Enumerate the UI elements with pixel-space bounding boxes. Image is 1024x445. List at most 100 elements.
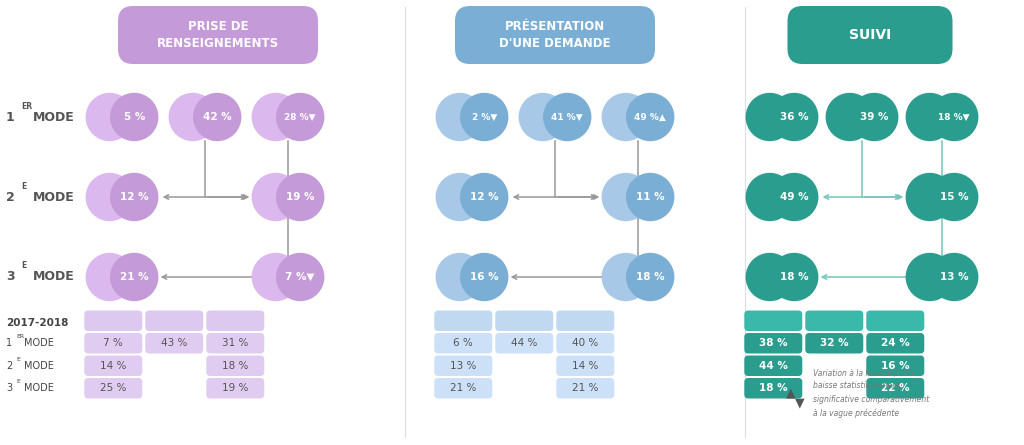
Circle shape [111, 174, 158, 221]
Text: 13 %: 13 % [940, 272, 969, 282]
FancyBboxPatch shape [866, 311, 925, 331]
Circle shape [436, 174, 483, 221]
FancyBboxPatch shape [434, 356, 493, 376]
FancyBboxPatch shape [496, 333, 553, 353]
Text: 1: 1 [6, 110, 14, 124]
Circle shape [461, 254, 508, 300]
Text: 16 %: 16 % [470, 272, 499, 282]
FancyBboxPatch shape [866, 378, 925, 399]
Circle shape [252, 174, 299, 221]
Text: 18 %: 18 % [759, 383, 787, 393]
Text: 39 %: 39 % [860, 112, 889, 122]
Text: 21 %: 21 % [572, 383, 598, 393]
Circle shape [544, 93, 591, 141]
FancyBboxPatch shape [84, 378, 142, 399]
FancyBboxPatch shape [556, 333, 614, 353]
Circle shape [906, 93, 953, 141]
FancyBboxPatch shape [84, 333, 142, 353]
Circle shape [252, 254, 299, 300]
FancyBboxPatch shape [206, 356, 264, 376]
Text: 2 %▼: 2 %▼ [472, 113, 497, 121]
Circle shape [851, 93, 898, 141]
Text: MODE: MODE [24, 383, 54, 393]
Text: 18 %: 18 % [222, 361, 249, 371]
Text: 43 %: 43 % [161, 338, 187, 348]
Text: 12 %: 12 % [470, 192, 499, 202]
Text: 5 %: 5 % [124, 112, 145, 122]
Circle shape [252, 93, 299, 141]
Text: 36 %: 36 % [780, 112, 809, 122]
FancyBboxPatch shape [455, 6, 655, 64]
FancyBboxPatch shape [84, 311, 142, 331]
Circle shape [906, 174, 953, 221]
Text: 1: 1 [6, 338, 12, 348]
Text: 2017-2018: 2017-2018 [6, 318, 69, 328]
Circle shape [771, 174, 818, 221]
Text: 7 %▼: 7 %▼ [286, 272, 315, 282]
FancyBboxPatch shape [866, 356, 925, 376]
Circle shape [436, 254, 483, 300]
Text: 7 %: 7 % [103, 338, 123, 348]
Circle shape [602, 174, 649, 221]
Circle shape [627, 254, 674, 300]
Circle shape [771, 93, 818, 141]
FancyBboxPatch shape [206, 378, 264, 399]
FancyBboxPatch shape [744, 333, 802, 353]
Text: 15 %: 15 % [940, 192, 969, 202]
Circle shape [627, 93, 674, 141]
FancyBboxPatch shape [744, 378, 802, 399]
Circle shape [86, 174, 133, 221]
Text: E: E [16, 357, 20, 362]
Text: MODE: MODE [33, 190, 75, 203]
Text: E: E [16, 379, 20, 384]
Text: 28 %▼: 28 %▼ [285, 113, 316, 121]
FancyBboxPatch shape [556, 311, 614, 331]
Circle shape [276, 93, 324, 141]
Circle shape [746, 93, 794, 141]
Circle shape [461, 93, 508, 141]
Circle shape [906, 254, 953, 300]
FancyBboxPatch shape [805, 333, 863, 353]
Text: ▲: ▲ [786, 387, 796, 400]
Circle shape [194, 93, 241, 141]
Circle shape [86, 93, 133, 141]
Text: 21 %: 21 % [120, 272, 148, 282]
FancyBboxPatch shape [206, 311, 264, 331]
Text: E: E [22, 262, 27, 271]
Text: 3: 3 [6, 383, 12, 393]
Text: 13 %: 13 % [451, 361, 476, 371]
Circle shape [111, 93, 158, 141]
Text: 24 %: 24 % [881, 338, 909, 348]
Text: PRISE DE
RENSEIGNEMENTS: PRISE DE RENSEIGNEMENTS [157, 20, 280, 50]
Text: 2: 2 [6, 190, 14, 203]
FancyBboxPatch shape [744, 311, 802, 331]
Circle shape [746, 254, 794, 300]
Circle shape [86, 254, 133, 300]
Text: MODE: MODE [33, 110, 75, 124]
Text: ▼: ▼ [795, 396, 805, 409]
Text: 12 %: 12 % [120, 192, 148, 202]
FancyBboxPatch shape [556, 356, 614, 376]
Text: 18 %: 18 % [780, 272, 809, 282]
Text: 2: 2 [6, 361, 12, 371]
Circle shape [746, 174, 794, 221]
Circle shape [461, 174, 508, 221]
FancyBboxPatch shape [434, 311, 493, 331]
Circle shape [771, 254, 818, 300]
Text: 11 %: 11 % [636, 192, 665, 202]
FancyBboxPatch shape [206, 333, 264, 353]
FancyBboxPatch shape [434, 378, 493, 399]
Circle shape [169, 93, 216, 141]
Text: MODE: MODE [33, 271, 75, 283]
Text: 44 %: 44 % [511, 338, 538, 348]
Text: 25 %: 25 % [100, 383, 127, 393]
Circle shape [276, 254, 324, 300]
Text: 22 %: 22 % [881, 383, 909, 393]
FancyBboxPatch shape [145, 311, 204, 331]
Text: 18 %: 18 % [636, 272, 665, 282]
Circle shape [931, 174, 978, 221]
Text: 16 %: 16 % [881, 361, 909, 371]
Text: 18 %▼: 18 %▼ [938, 113, 970, 121]
FancyBboxPatch shape [434, 333, 493, 353]
Text: 44 %: 44 % [759, 361, 787, 371]
